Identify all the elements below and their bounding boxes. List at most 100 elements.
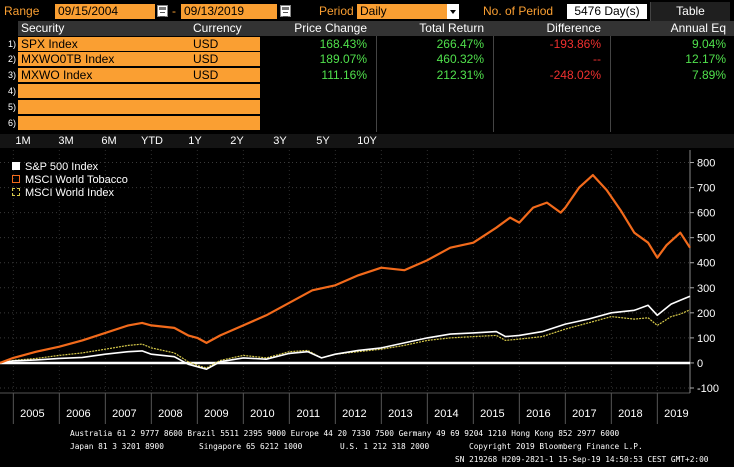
calendar-icon[interactable] [280,5,291,17]
range-1y-button[interactable]: 1Y [188,135,202,147]
legend-swatch [12,175,20,183]
price-change-value: 168.43% [319,37,367,51]
world-series-line [0,309,691,369]
range-6m-button[interactable]: 6M [101,135,117,147]
price-change-value: 189.07% [319,52,367,66]
x-tick-label: 2009 [204,408,228,420]
security-cell[interactable]: SPX Index [18,37,190,52]
y-tick-label: 800 [697,158,715,170]
no-of-period-value: 5476 Day(s) [567,4,647,19]
x-tick-label: 2008 [158,408,182,420]
range-10y-button[interactable]: 10Y [357,135,377,147]
range-3y-button[interactable]: 3Y [273,135,287,147]
no-of-period-label: No. of Period [483,4,554,18]
footer: Australia 61 2 9777 8600 Brazil 5511 239… [0,426,734,467]
range-buttons: 1M 3M 6M YTD 1Y 2Y 3Y 5Y 10Y [0,134,734,148]
y-tick-label: 400 [697,258,715,270]
currency-cell[interactable] [190,116,260,131]
header-total-return[interactable]: Total Return [377,21,494,36]
chart-svg: 2005 2006 2007 2008 2009 2010 2011 2012 2013 2014… [0,150,719,424]
y-tick-label: 700 [697,183,715,195]
security-cell[interactable]: MXWO Index [18,68,190,83]
legend-label: S&P 500 Index [25,161,99,173]
security-cell[interactable]: MXWO0TB Index [18,52,190,67]
range-ytd-button[interactable]: YTD [141,135,163,147]
footer-contacts-singapore: Singapore 65 6212 1000 [199,442,303,451]
legend-label: MSCI World Index [25,187,115,199]
x-tick-label: 2005 [20,408,44,420]
range-label: Range [4,4,40,18]
difference-value: -193.86% [549,37,601,51]
security-cell[interactable] [18,100,190,115]
header-difference[interactable]: Difference [494,21,611,36]
period-select[interactable]: Daily [357,4,447,19]
y-tick-label: 300 [697,283,715,295]
header-annual-eq[interactable]: Annual Eq [611,21,734,36]
row-number: 5) [7,102,16,112]
row-number: 6) [7,118,16,128]
currency-cell[interactable] [190,100,260,115]
footer-session-info: SN 219268 H209-2821-1 15-Sep-19 14:50:53… [455,455,709,464]
x-tick-label: 2016 [526,408,550,420]
y-tick-label: 100 [697,333,715,345]
x-tick-label: 2010 [250,408,274,420]
x-tick-label: 2012 [342,408,366,420]
total-return-value: 460.32% [436,52,484,66]
currency-cell[interactable]: USD [190,52,260,67]
range-3m-button[interactable]: 3M [58,135,74,147]
x-tick-label: 2007 [112,408,136,420]
x-tick-label: 2013 [388,408,412,420]
column-divider [610,36,611,132]
table-button[interactable]: Table [650,2,730,21]
end-date-input[interactable]: 09/13/2019 [181,4,277,19]
chevron-down-icon[interactable] [447,4,459,19]
currency-cell[interactable]: USD [190,37,260,52]
footer-contacts: Australia 61 2 9777 8600 Brazil 5511 239… [70,429,620,438]
row-number: 2) [7,54,16,64]
legend-label: MSCI World Tobacco [25,174,128,186]
x-tick-label: 2015 [480,408,504,420]
footer-copyright: Copyright 2019 Bloomberg Finance L.P. [469,442,643,451]
footer-contacts-japan: Japan 81 3 3201 8900 [70,442,164,451]
header-currency[interactable]: Currency [190,21,260,36]
y-tick-label: 200 [697,308,715,320]
column-divider [493,36,494,132]
difference-value: -248.02% [549,68,601,82]
header-price-change[interactable]: Price Change [260,21,377,36]
range-1m-button[interactable]: 1M [15,135,31,147]
x-tick-label: 2014 [434,408,458,420]
security-table: Security Currency Price Change Total Ret… [0,21,734,132]
start-date-input[interactable]: 09/15/2004 [55,4,155,19]
row-number: 4) [7,86,16,96]
difference-value: -- [593,52,601,66]
header-security[interactable]: Security [18,21,190,36]
annual-eq-value: 12.17% [685,52,726,66]
column-divider [376,36,377,132]
x-tick-label: 2017 [572,408,596,420]
date-separator: - [172,4,176,18]
total-return-value: 212.31% [436,68,484,82]
legend-swatch [12,188,20,196]
range-2y-button[interactable]: 2Y [230,135,244,147]
security-cell[interactable] [18,116,190,131]
annual-eq-value: 7.89% [691,68,726,82]
footer-contacts-us: U.S. 1 212 318 2000 [340,442,430,451]
currency-cell[interactable]: USD [190,68,260,83]
calendar-icon[interactable] [157,5,168,17]
security-cell[interactable] [18,84,190,99]
currency-cell[interactable] [190,84,260,99]
range-5y-button[interactable]: 5Y [316,135,330,147]
period-label: Period [319,4,354,18]
toolbar: Range 09/15/2004 - 09/13/2019 Period Dai… [0,0,734,21]
y-tick-label: 600 [697,208,715,220]
row-number: 1) [7,39,16,49]
price-change-value: 111.16% [321,68,367,82]
tobacco-series-line [0,174,691,364]
legend-swatch [12,162,20,170]
y-tick-label: 0 [697,358,703,370]
spx-series-line [0,295,691,370]
y-tick-label: 500 [697,233,715,245]
x-tick-label: 2011 [297,408,321,420]
performance-chart: 2005 2006 2007 2008 2009 2010 2011 2012 2013 2014… [0,148,734,426]
annual-eq-value: 9.04% [691,37,726,51]
